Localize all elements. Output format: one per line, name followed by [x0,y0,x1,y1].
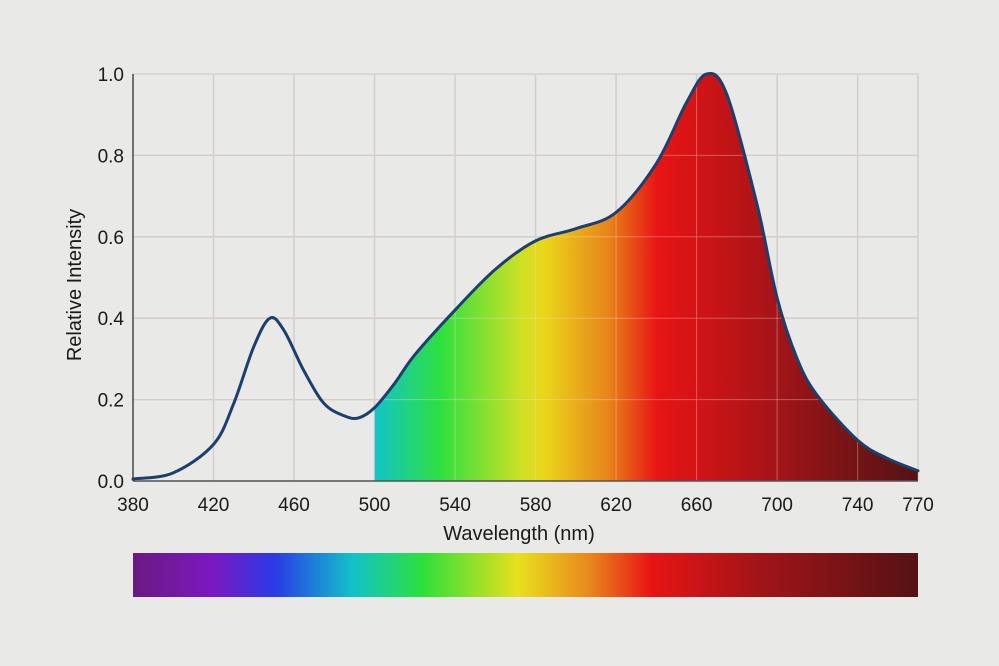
x-tick-label: 580 [520,495,552,516]
x-tick-label: 740 [842,495,874,516]
x-tick-label: 460 [278,495,310,516]
y-tick-labels: 0.0 0.2 0.4 0.6 0.8 1.0 [98,65,125,493]
y-tick-label: 0.8 [98,146,124,167]
spectrum-color-bar [133,553,918,597]
x-tick-label: 770 [902,495,934,516]
x-tick-label: 500 [359,495,391,516]
x-tick-label: 380 [117,495,149,516]
axes [132,74,918,482]
x-tick-label: 540 [439,495,471,516]
y-axis-title: Relative Intensity [64,209,86,361]
y-tick-label: 0.0 [98,472,124,493]
x-tick-label: 660 [681,495,713,516]
x-tick-label: 420 [198,495,230,516]
x-tick-labels: 380 420 460 500 540 580 620 660 700 740 770 [117,495,934,516]
spectrum-curve [131,72,920,481]
spectral-area [374,73,918,481]
x-axis-title: Wavelength (nm) [443,523,595,545]
y-tick-label: 1.0 [98,65,124,86]
y-tick-label: 0.6 [98,228,124,249]
x-tick-label: 700 [761,495,793,516]
y-tick-label: 0.2 [98,391,124,412]
area-fill [374,73,918,481]
x-tick-label: 620 [600,495,632,516]
y-tick-label: 0.4 [98,309,125,330]
